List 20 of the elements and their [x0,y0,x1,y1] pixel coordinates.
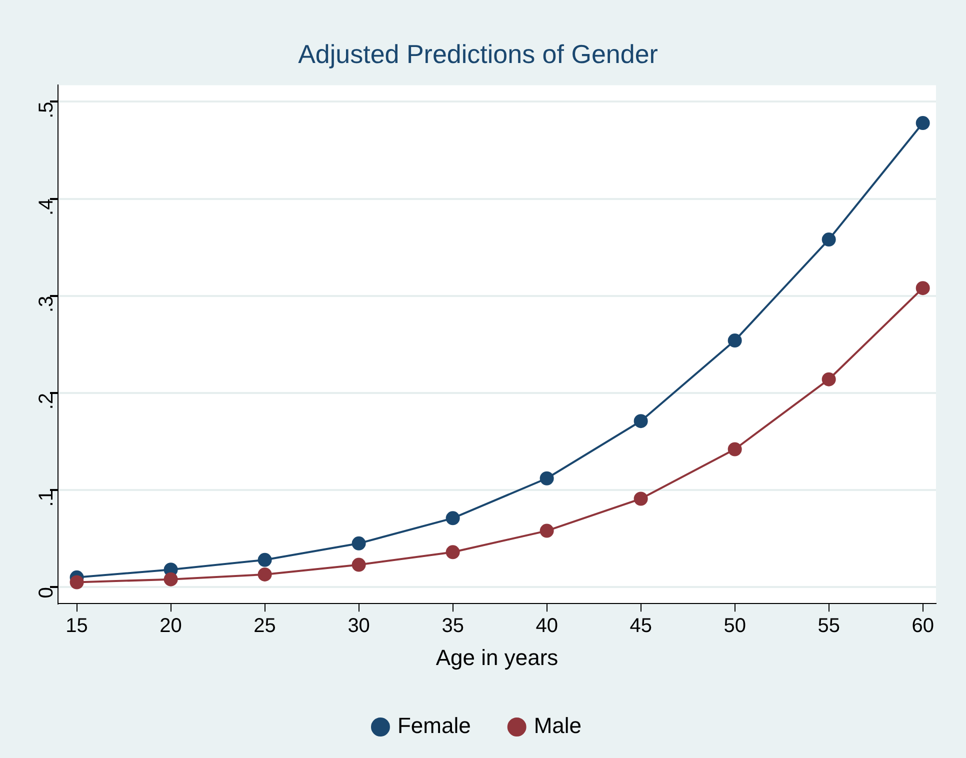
legend-label: Female [397,713,471,738]
chart-title: Adjusted Predictions of Gender [298,38,658,69]
x-tick-label: 45 [630,615,652,638]
x-tick-label: 30 [348,615,370,638]
y-tick-label: .4 [36,198,58,216]
x-tick-label: 35 [442,615,464,638]
y-tick-label: .5 [36,102,58,118]
x-tick-label: 60 [912,615,934,638]
x-axis-title: Age in years [436,644,558,670]
y-tick-label: .2 [36,392,58,410]
y-tick-label: .1 [36,490,58,507]
x-tick-label: 15 [66,615,88,638]
legend-label: Male [534,713,582,738]
x-tick-label: 50 [724,615,746,638]
y-tick-label: 0 [36,587,58,598]
x-tick-label: 25 [254,615,276,638]
x-tick-label: 20 [160,615,182,638]
x-tick-label: 40 [536,615,558,638]
y-tick-label: .3 [36,296,58,313]
x-tick-label: 55 [818,615,840,638]
